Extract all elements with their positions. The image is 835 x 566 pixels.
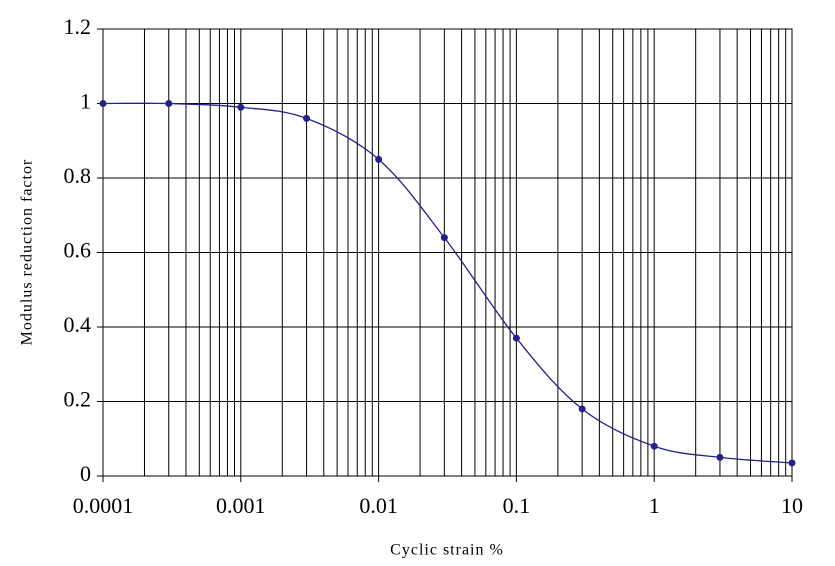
line <box>102 102 793 464</box>
y-tick-label: 0.4 <box>64 312 92 337</box>
x-axis-title: Cyclic strain % <box>390 542 504 559</box>
marker <box>512 334 520 342</box>
y-tick-label: 0.6 <box>64 238 92 263</box>
marker <box>440 234 448 242</box>
x-tick-label: 0.0001 <box>73 493 134 518</box>
x-tick-label: 0.01 <box>359 493 398 518</box>
y-tick-label: 0 <box>80 461 91 486</box>
y-axis-title: Modulus reduction factor <box>19 159 36 346</box>
y-tick-label: 1.2 <box>64 14 92 39</box>
marker <box>237 103 245 111</box>
x-tick-label: 0.1 <box>503 493 531 518</box>
marker <box>716 453 724 461</box>
plot-frame <box>102 28 793 477</box>
marker <box>99 100 107 107</box>
y-tick-label: 1 <box>80 89 91 114</box>
marker <box>375 155 383 163</box>
marker <box>165 100 173 107</box>
marker <box>303 114 311 122</box>
marker <box>578 405 586 413</box>
y-tick-label: 0.2 <box>64 387 92 412</box>
y-tick-label: 0.8 <box>64 163 92 188</box>
x-tick-label: 0.001 <box>216 493 266 518</box>
x-tick-label: 1 <box>649 493 660 518</box>
marker <box>788 459 796 467</box>
marker <box>650 442 658 450</box>
x-tick-label: 10 <box>781 493 803 518</box>
